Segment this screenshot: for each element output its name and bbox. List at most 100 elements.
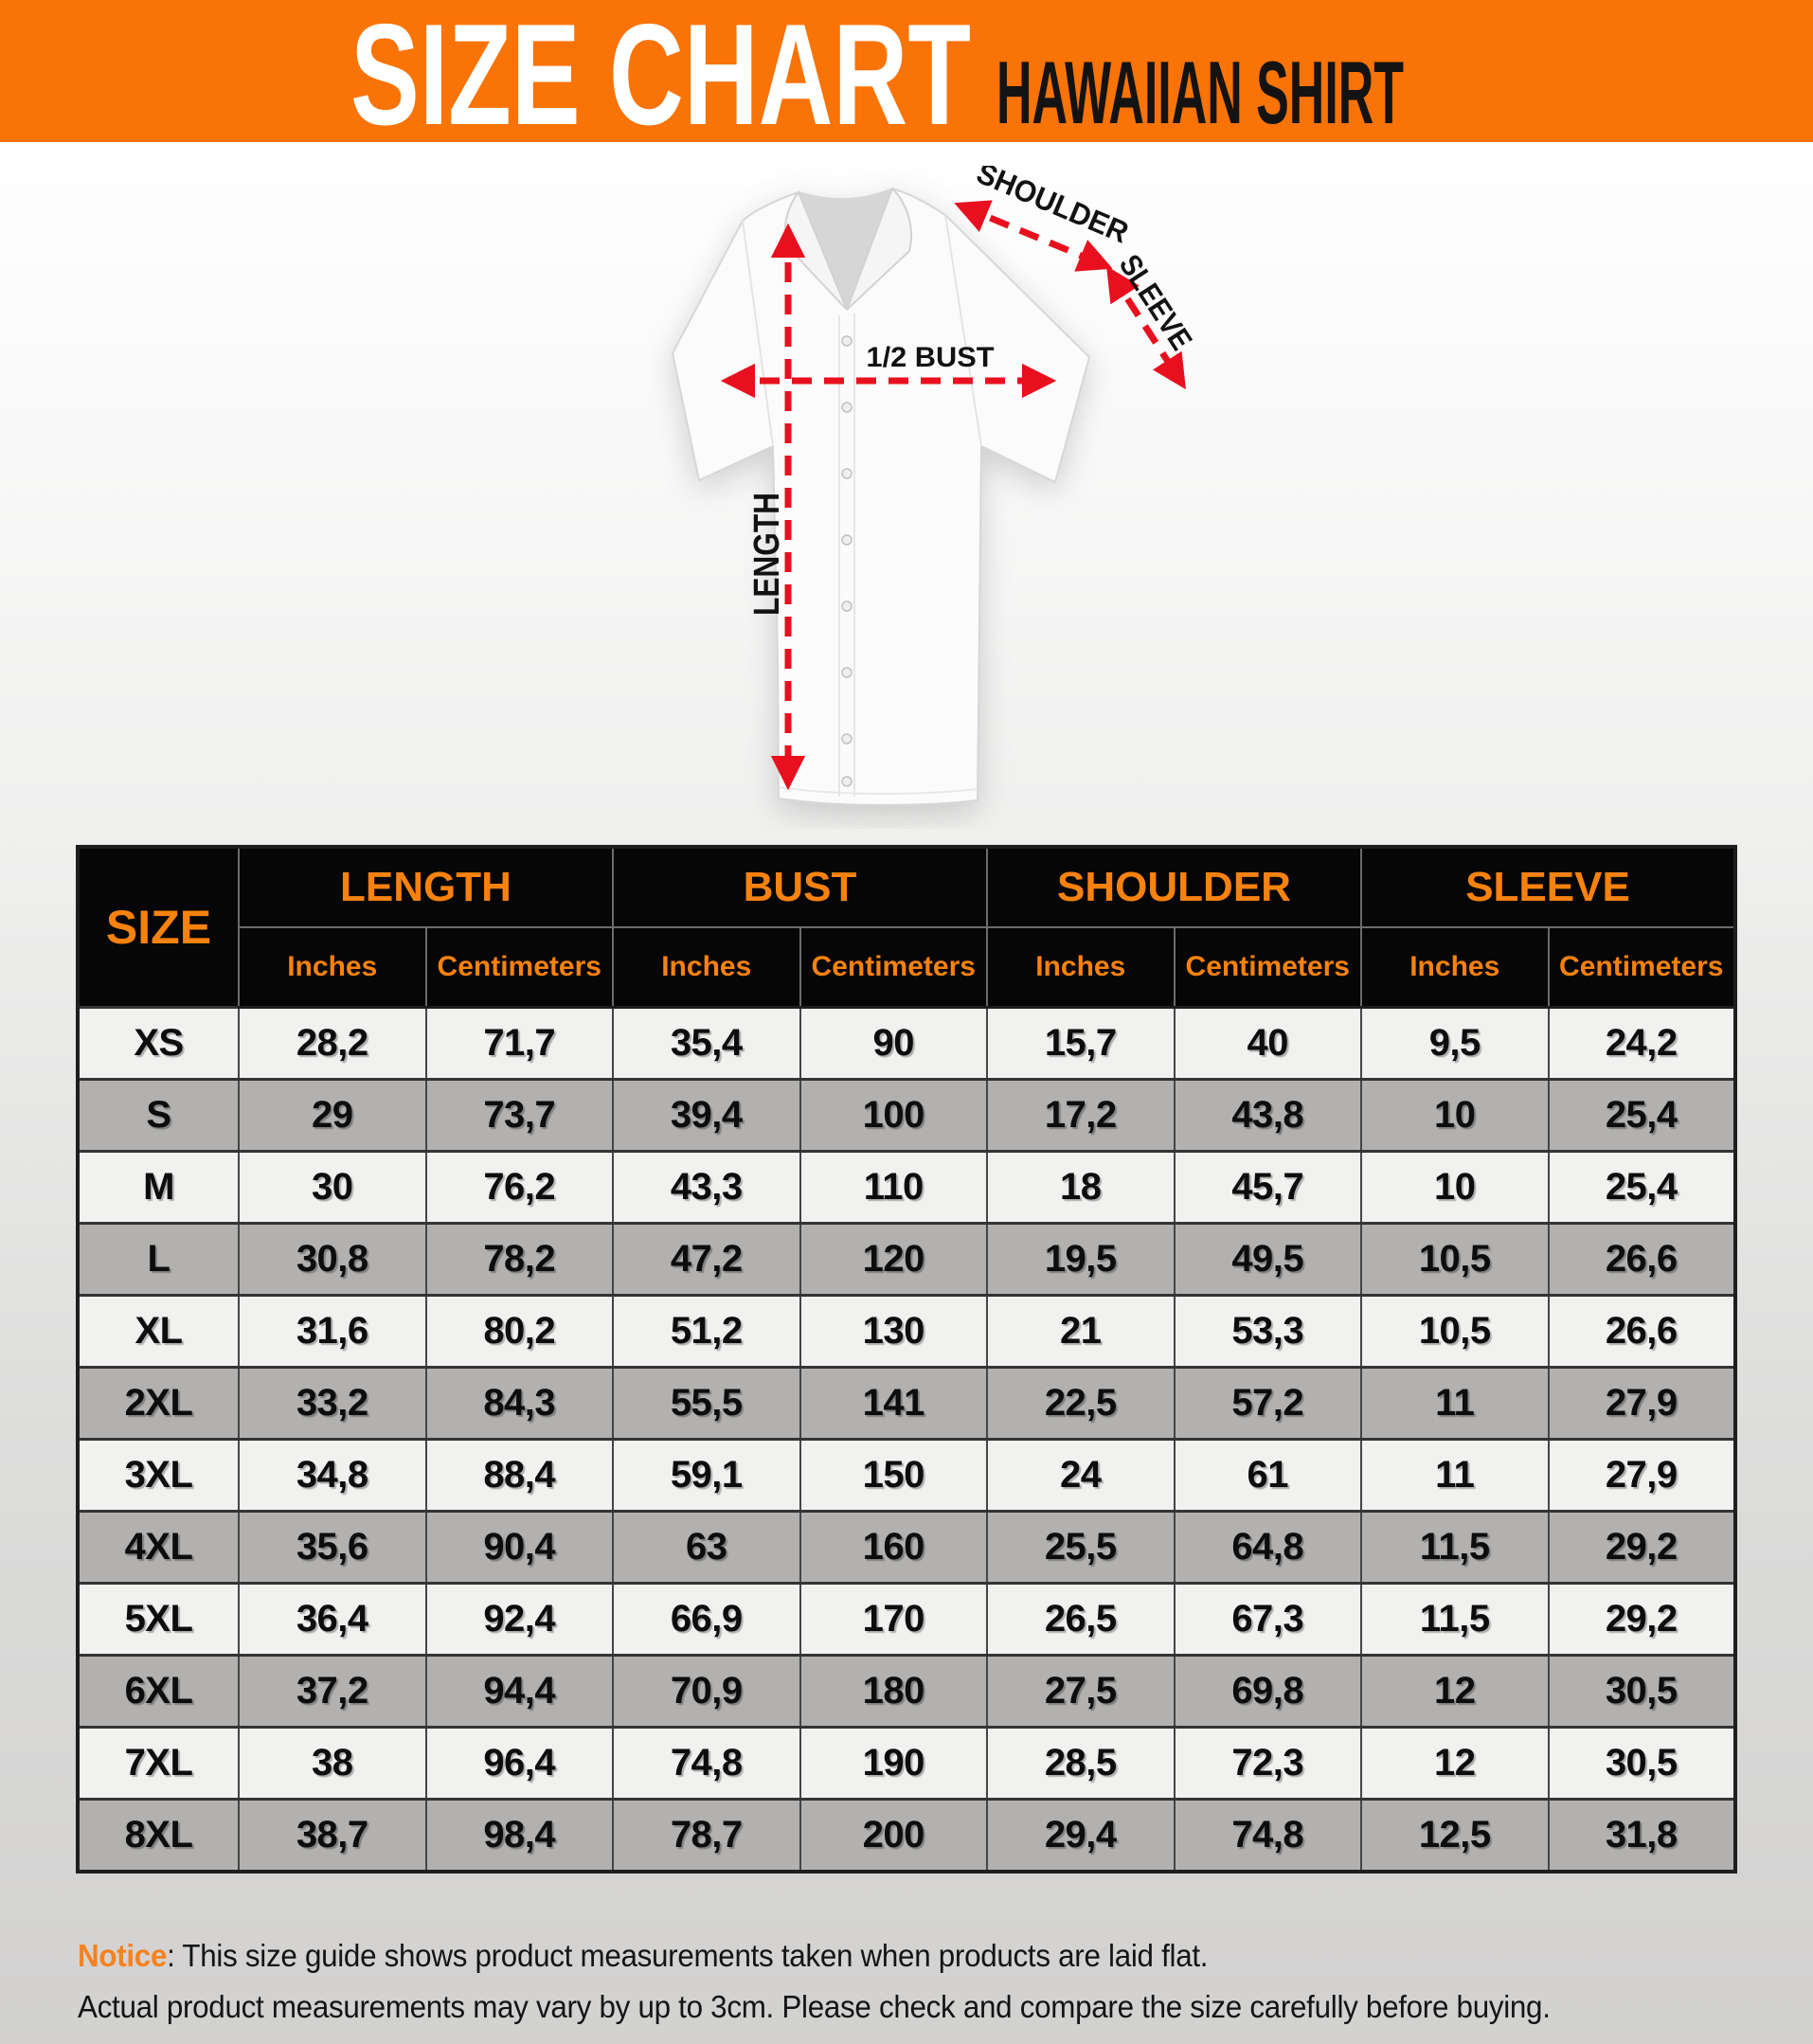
sleeve-arrow (1106, 265, 1186, 390)
unit-header-inches: Inches (238, 926, 427, 1009)
measurement-cell: 90 (799, 1006, 988, 1081)
measurement-cell: 59,1 (612, 1438, 801, 1513)
table-row: 5XL 36,4 92,4 66,9 170 26,5 67,3 11,5 29,2 (77, 1582, 1736, 1657)
measurement-cell: 57,2 (1173, 1366, 1362, 1441)
size-cell: 4XL (77, 1510, 240, 1585)
measurement-cell: 120 (799, 1222, 988, 1297)
size-cell: 7XL (77, 1726, 240, 1801)
measurement-cell: 29 (238, 1078, 427, 1153)
page-title: SIZE CHART (350, 0, 971, 142)
size-table-body: XS 28,2 71,7 35,4 90 15,7 40 9,5 24,2 S 29 73,7 39,4… (77, 1006, 1736, 1873)
measurement-cell: 10,5 (1360, 1222, 1550, 1297)
shoulder-arrow (954, 200, 1113, 272)
measurement-cell: 88,4 (424, 1438, 614, 1513)
measurement-cell: 40 (1173, 1006, 1362, 1081)
measurement-cell: 47,2 (612, 1222, 801, 1297)
measurement-cell: 29,2 (1547, 1510, 1736, 1585)
measurement-cell: 94,4 (424, 1654, 614, 1729)
shirt-illustration (671, 187, 1091, 806)
measurement-cell: 45,7 (1173, 1150, 1362, 1225)
measurement-cell: 28,2 (238, 1006, 427, 1081)
measurement-cell: 74,8 (612, 1726, 801, 1801)
measurement-cell: 25,4 (1547, 1150, 1736, 1225)
table-row: L 30,8 78,2 47,2 120 19,5 49,5 10,5 26,6 (77, 1222, 1736, 1297)
banner-text-graphic: SIZE CHART HAWAIIAN SHIRT (350, 0, 1404, 142)
measurement-cell: 39,4 (612, 1078, 801, 1153)
measurement-cell: 36,4 (238, 1582, 427, 1657)
measurement-cell: 64,8 (1173, 1510, 1362, 1585)
measurement-cell: 12 (1360, 1654, 1550, 1729)
measurement-cell: 43,8 (1173, 1078, 1362, 1153)
measurement-cell: 30,8 (238, 1222, 427, 1297)
measurement-cell: 24,2 (1547, 1006, 1736, 1081)
measurement-cell: 11,5 (1360, 1582, 1550, 1657)
shirt-graphic: 1/2 BUST LENGTH SHOULDER SLEEVE (671, 155, 1199, 806)
measurement-cell: 10 (1360, 1078, 1550, 1153)
unit-header-inches: Inches (1360, 926, 1550, 1009)
page-subtitle: HAWAIIAN SHIRT (996, 43, 1404, 142)
table-row: 7XL 38 96,4 74,8 190 28,5 72,3 12 30,5 (77, 1726, 1736, 1801)
measurement-cell: 61 (1173, 1438, 1362, 1513)
measurement-cell: 76,2 (424, 1150, 614, 1225)
measurement-cell: 73,7 (424, 1078, 614, 1153)
table-row: 3XL 34,8 88,4 59,1 150 24 61 11 27,9 (77, 1438, 1736, 1513)
size-cell: S (77, 1078, 240, 1153)
measurement-cell: 30 (238, 1150, 427, 1225)
measurement-cell: 35,4 (612, 1006, 801, 1081)
group-header-shoulder: SHOULDER (986, 846, 1362, 928)
unit-header-inches: Inches (986, 926, 1176, 1009)
measurement-cell: 170 (799, 1582, 988, 1657)
measurement-cell: 12,5 (1360, 1798, 1550, 1873)
measurement-cell: 11 (1360, 1366, 1550, 1441)
size-cell: XL (77, 1294, 240, 1369)
measurement-cell: 28,5 (986, 1726, 1176, 1801)
measurement-cell: 25,4 (1547, 1078, 1736, 1153)
table-row: 4XL 35,6 90,4 63 160 25,5 64,8 11,5 29,2 (77, 1510, 1736, 1585)
notice-text-1: : This size guide shows product measurem… (167, 1938, 1209, 1973)
measurement-cell: 66,9 (612, 1582, 801, 1657)
bust-label: 1/2 BUST (867, 342, 995, 373)
unit-header-centimeters: Centimeters (799, 926, 988, 1009)
measurement-cell: 24 (986, 1438, 1176, 1513)
table-row: 6XL 37,2 94,4 70,9 180 27,5 69,8 12 30,5 (77, 1654, 1736, 1729)
measurement-cell: 25,5 (986, 1510, 1176, 1585)
measurement-cell: 141 (799, 1366, 988, 1441)
measurement-cell: 96,4 (424, 1726, 614, 1801)
measurement-cell: 130 (799, 1294, 988, 1369)
measurement-cell: 26,6 (1547, 1222, 1736, 1297)
measurement-cell: 26,5 (986, 1582, 1176, 1657)
measurement-cell: 100 (799, 1078, 988, 1153)
measurement-cell: 27,9 (1547, 1438, 1736, 1513)
unit-header-centimeters: Centimeters (1547, 926, 1736, 1009)
measurement-cell: 51,2 (612, 1294, 801, 1369)
measurement-cell: 78,7 (612, 1798, 801, 1873)
measurement-cell: 38,7 (238, 1798, 427, 1873)
measurement-cell: 63 (612, 1510, 801, 1585)
measurement-cell: 150 (799, 1438, 988, 1513)
size-column-header: SIZE (77, 846, 240, 1009)
group-header-bust: BUST (612, 846, 988, 928)
measurement-cell: 31,6 (238, 1294, 427, 1369)
unit-header-centimeters: Centimeters (1173, 926, 1362, 1009)
measurement-cell: 27,9 (1547, 1366, 1736, 1441)
measurement-cell: 26,6 (1547, 1294, 1736, 1369)
measurement-cell: 17,2 (986, 1078, 1176, 1153)
notice-text-2: Actual product measurements may vary by … (78, 1989, 1551, 2024)
measurement-cell: 21 (986, 1294, 1176, 1369)
measurement-cell: 43,3 (612, 1150, 801, 1225)
unit-header-row: Inches Centimeters Inches Centimeters In… (78, 926, 1736, 1009)
measurement-cell: 160 (799, 1510, 988, 1585)
table-row: S 29 73,7 39,4 100 17,2 43,8 10 25,4 (77, 1078, 1736, 1153)
measurement-cell: 90,4 (424, 1510, 614, 1585)
measurement-cell: 9,5 (1360, 1006, 1550, 1081)
shoulder-label: SHOULDER (972, 166, 1134, 250)
measurement-cell: 110 (799, 1150, 988, 1225)
measurement-cell: 98,4 (424, 1798, 614, 1873)
measurement-cell: 180 (799, 1654, 988, 1729)
measurement-cell: 11,5 (1360, 1510, 1550, 1585)
measurement-cell: 200 (799, 1798, 988, 1873)
group-header-length: LENGTH (238, 846, 614, 928)
measurement-cell: 31,8 (1547, 1798, 1736, 1873)
table-row: 2XL 33,2 84,3 55,5 141 22,5 57,2 11 27,9 (77, 1366, 1736, 1441)
size-chart-table: SIZE LENGTH BUST SHOULDER SLEEVE Inches … (76, 845, 1737, 1874)
